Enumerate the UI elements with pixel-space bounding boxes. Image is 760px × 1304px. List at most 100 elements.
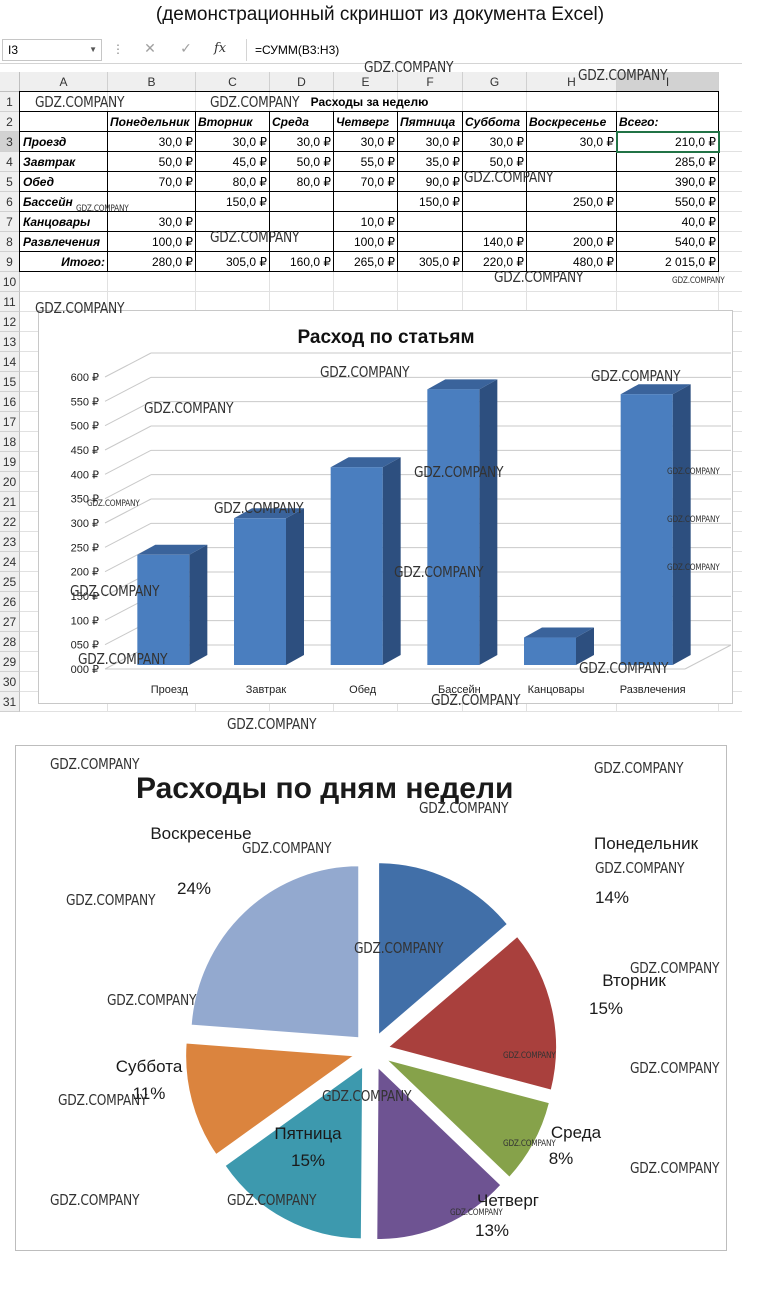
table-cell[interactable]: 50,0 ₽ <box>489 155 524 169</box>
row-header-6[interactable]: 6 <box>0 192 20 212</box>
row-header-31[interactable]: 31 <box>0 692 20 712</box>
bar-chart-expenses-by-item[interactable]: Расход по статьям 000 ₽ 050 ₽ 100 ₽ 150 ₽ 200… <box>38 310 733 704</box>
table-cell[interactable]: 220,0 ₽ <box>483 255 524 269</box>
table-cell[interactable]: 265,0 ₽ <box>354 255 395 269</box>
table-cell[interactable] <box>398 232 463 252</box>
table-cell[interactable]: 390,0 ₽ <box>675 175 716 189</box>
row-header-26[interactable]: 26 <box>0 592 20 612</box>
table-cell[interactable] <box>527 212 617 232</box>
table-cell[interactable]: 50,0 ₽ <box>296 155 331 169</box>
row-label[interactable]: Проезд <box>23 135 67 149</box>
row-header-27[interactable]: 27 <box>0 612 20 632</box>
table-cell[interactable]: 30,0 ₽ <box>489 135 524 149</box>
table-cell[interactable]: 480,0 ₽ <box>573 255 614 269</box>
table-cell[interactable]: 45,0 ₽ <box>232 155 267 169</box>
table-cell[interactable] <box>463 212 527 232</box>
row-header-2[interactable]: 2 <box>0 112 20 132</box>
table-cell[interactable]: 70,0 ₽ <box>158 175 193 189</box>
row-header-15[interactable]: 15 <box>0 372 20 392</box>
row-header-12[interactable]: 12 <box>0 312 20 332</box>
pie-chart-expenses-by-day[interactable]: Расходы по дням недели Понедельник 14% Втор… <box>15 745 727 1251</box>
table-cell[interactable]: 80,0 ₽ <box>296 175 331 189</box>
table-cell[interactable]: 150,0 ₽ <box>419 195 460 209</box>
row-header-16[interactable]: 16 <box>0 392 20 412</box>
row-label[interactable]: Бассейн <box>23 195 73 209</box>
row-header-8[interactable]: 8 <box>0 232 20 252</box>
row-label[interactable]: Завтрак <box>23 155 76 169</box>
table-cell[interactable] <box>398 212 463 232</box>
table-cell[interactable]: 90,0 ₽ <box>425 175 460 189</box>
table-cell[interactable]: 140,0 ₽ <box>483 235 524 249</box>
row-header-21[interactable]: 21 <box>0 492 20 512</box>
table-cell[interactable] <box>270 192 334 212</box>
chevron-down-icon[interactable]: ▼ <box>89 45 97 54</box>
row-header-20[interactable]: 20 <box>0 472 20 492</box>
row-header-24[interactable]: 24 <box>0 552 20 572</box>
table-cell[interactable]: 30,0 ₽ <box>360 135 395 149</box>
table-cell[interactable]: 30,0 ₽ <box>296 135 331 149</box>
table-cell[interactable]: 550,0 ₽ <box>675 195 716 209</box>
table-cell[interactable]: 50,0 ₽ <box>158 155 193 169</box>
table-cell[interactable]: 2 015,0 ₽ <box>664 255 716 269</box>
row-header-14[interactable]: 14 <box>0 352 20 372</box>
table-cell[interactable]: 210,0 ₽ <box>675 135 716 149</box>
table-cell[interactable]: 305,0 ₽ <box>419 255 460 269</box>
column-header-c[interactable]: C <box>196 72 270 92</box>
table-cell[interactable]: 70,0 ₽ <box>360 175 395 189</box>
table-cell[interactable]: 285,0 ₽ <box>675 155 716 169</box>
column-header-a[interactable]: A <box>20 72 108 92</box>
table-cell[interactable]: 100,0 ₽ <box>354 235 395 249</box>
row-header-9[interactable]: 9 <box>0 252 20 272</box>
selected-cell[interactable] <box>616 131 720 153</box>
table-cell[interactable]: 30,0 ₽ <box>158 135 193 149</box>
row-label[interactable]: Развлечения <box>23 235 101 249</box>
table-cell[interactable]: 10,0 ₽ <box>360 215 395 229</box>
row-header-7[interactable]: 7 <box>0 212 20 232</box>
row-label[interactable]: Канцовары <box>23 215 91 229</box>
table-cell[interactable]: 150,0 ₽ <box>226 195 267 209</box>
row-header-30[interactable]: 30 <box>0 672 20 692</box>
row-header-13[interactable]: 13 <box>0 332 20 352</box>
confirm-icon[interactable]: ✓ <box>180 40 192 56</box>
row-header-22[interactable]: 22 <box>0 512 20 532</box>
table-cell[interactable]: 100,0 ₽ <box>152 235 193 249</box>
select-all-corner[interactable] <box>0 72 20 92</box>
name-box[interactable]: I3 ▼ <box>2 39 102 61</box>
row-label[interactable]: Итого: <box>61 255 105 269</box>
row-header-10[interactable]: 10 <box>0 272 20 292</box>
column-header-g[interactable]: G <box>463 72 527 92</box>
table-cell[interactable]: 305,0 ₽ <box>226 255 267 269</box>
table-cell[interactable]: 40,0 ₽ <box>681 215 716 229</box>
table-cell[interactable]: 540,0 ₽ <box>675 235 716 249</box>
table-cell[interactable] <box>463 192 527 212</box>
row-header-4[interactable]: 4 <box>0 152 20 172</box>
table-cell[interactable]: 80,0 ₽ <box>232 175 267 189</box>
row-label[interactable]: Обед <box>23 175 55 189</box>
row-header-19[interactable]: 19 <box>0 452 20 472</box>
row-header-11[interactable]: 11 <box>0 292 20 312</box>
row-header-29[interactable]: 29 <box>0 652 20 672</box>
column-header-d[interactable]: D <box>270 72 334 92</box>
row-header-5[interactable]: 5 <box>0 172 20 192</box>
row-header-1[interactable]: 1 <box>0 92 20 112</box>
table-cell[interactable]: 30,0 ₽ <box>425 135 460 149</box>
row-header-3[interactable]: 3 <box>0 132 20 152</box>
formula-input[interactable]: =СУММ(B3:H3) <box>246 39 742 61</box>
row-header-23[interactable]: 23 <box>0 532 20 552</box>
cancel-icon[interactable]: ✕ <box>144 40 156 56</box>
table-cell[interactable]: 30,0 ₽ <box>579 135 614 149</box>
row-header-17[interactable]: 17 <box>0 412 20 432</box>
table-cell[interactable]: 200,0 ₽ <box>573 235 614 249</box>
column-header-b[interactable]: B <box>108 72 196 92</box>
table-cell[interactable]: 160,0 ₽ <box>290 255 331 269</box>
table-cell[interactable]: 280,0 ₽ <box>152 255 193 269</box>
table-cell[interactable]: 250,0 ₽ <box>573 195 614 209</box>
table-cell[interactable]: 35,0 ₽ <box>425 155 460 169</box>
row-header-28[interactable]: 28 <box>0 632 20 652</box>
row-header-18[interactable]: 18 <box>0 432 20 452</box>
insert-function-icon[interactable]: fx <box>214 41 227 56</box>
table-cell[interactable]: 55,0 ₽ <box>360 155 395 169</box>
table-cell[interactable]: 30,0 ₽ <box>158 215 193 229</box>
table-cell[interactable]: 30,0 ₽ <box>232 135 267 149</box>
row-header-25[interactable]: 25 <box>0 572 20 592</box>
